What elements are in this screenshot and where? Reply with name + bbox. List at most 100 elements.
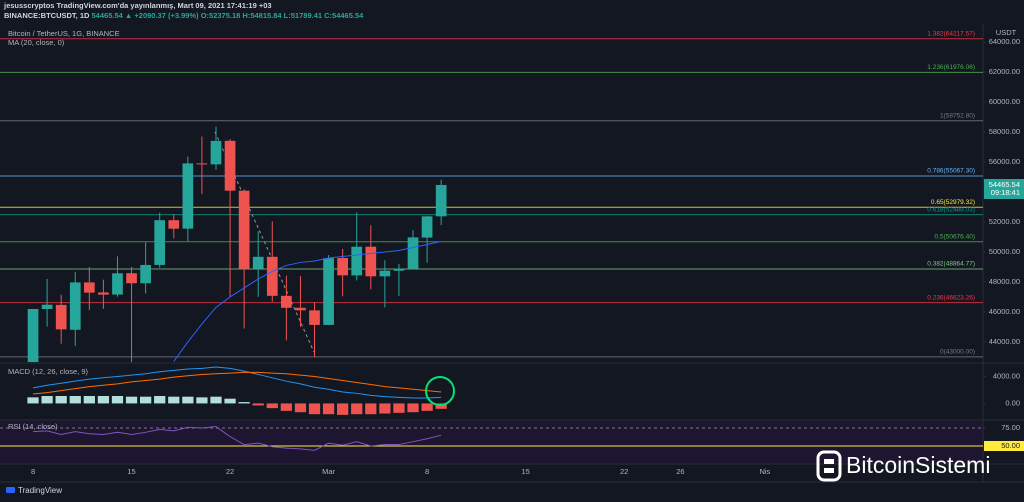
- macd-histogram: [224, 398, 236, 404]
- y-tick-label: 64000.00: [989, 37, 1020, 46]
- candle-body: [126, 273, 137, 284]
- x-tick-label: 26: [676, 467, 684, 476]
- fib-label: 0(43000.00): [940, 349, 975, 356]
- x-tick-label: 22: [226, 467, 234, 476]
- candle-body: [182, 163, 194, 229]
- candle-body: [140, 264, 151, 284]
- x-tick-label: 15: [127, 467, 135, 476]
- candle-body: [98, 292, 109, 295]
- candle-body: [83, 282, 95, 293]
- macd-histogram: [97, 396, 110, 404]
- macd-histogram: [351, 403, 363, 415]
- main-pane: [0, 38, 983, 362]
- macd-histogram: [322, 403, 335, 415]
- rsi-band: [0, 421, 983, 463]
- header-line: jesusscryptos TradingView.com'da yayınla…: [4, 1, 272, 10]
- macd-histogram: [365, 403, 377, 415]
- highlight-circle: [425, 376, 455, 406]
- rsi-level-box: [984, 440, 1024, 451]
- candle-body: [337, 258, 349, 276]
- candle-body: [252, 256, 264, 269]
- x-tick-label: 8: [425, 467, 429, 476]
- macd-histogram: [154, 396, 166, 404]
- macd-pane: [27, 366, 447, 415]
- fib-label: 0.65(52979.32): [931, 199, 975, 206]
- candle-body: [281, 295, 292, 308]
- x-tick-label: 22: [620, 467, 628, 476]
- macd-histogram: [421, 403, 433, 411]
- candle-body: [69, 282, 81, 330]
- macd-histogram: [41, 396, 53, 404]
- candle-body: [55, 304, 67, 330]
- y-tick-label: 44000.00: [989, 337, 1020, 346]
- macd-histogram: [168, 396, 180, 404]
- watermark: BitcoinSistemi: [846, 452, 990, 478]
- macd-histogram: [407, 403, 419, 413]
- candle-body: [112, 273, 123, 295]
- candle-body: [295, 307, 306, 311]
- overlay: 44000.00 46000.00 48000.00 50000.00 52000.00…: [31, 30, 1024, 476]
- macd-histogram: [111, 396, 124, 404]
- fib-label: 0.382(48864.77): [927, 261, 975, 268]
- y-tick-label: 58000.00: [989, 127, 1020, 136]
- candle-body: [365, 246, 377, 277]
- candle-body: [168, 220, 180, 229]
- macd-histogram: [294, 403, 307, 413]
- rsi-level-label: 50.00: [1001, 441, 1020, 450]
- macd-histogram: [125, 396, 138, 404]
- symbol: BINANCE:BTCUSDT, 1D: [4, 11, 90, 20]
- macd-histogram: [196, 397, 208, 404]
- candle-body: [323, 258, 334, 325]
- y-tick-label: 60000.00: [989, 97, 1020, 106]
- fib-label: 0.5(50676.40): [935, 234, 975, 241]
- y-tick-label: 46000.00: [989, 307, 1020, 316]
- y-tick-label: 52000.00: [989, 217, 1020, 226]
- candle-body: [224, 140, 236, 191]
- candle-body: [41, 304, 53, 310]
- candle-body: [379, 270, 391, 277]
- rsi-pane: [0, 426, 983, 451]
- macd-histogram: [252, 403, 264, 406]
- header: jesusscryptos TradingView.com'da yayınla…: [4, 1, 363, 21]
- candle-body: [238, 190, 250, 269]
- macd-histogram: [210, 396, 222, 404]
- ma-legend: MA (20, close, 0): [8, 38, 65, 47]
- y-tick-label: 75.00: [1001, 423, 1020, 432]
- last-price: 54465.54: [989, 180, 1020, 189]
- candle-body: [309, 310, 320, 325]
- ma-line: [173, 240, 442, 362]
- ohlc: O:52375.18 H:54815.84 L:51789.41 C:54465…: [200, 11, 364, 20]
- candle-body: [393, 268, 405, 271]
- rsi-legend: RSI (14, close): [8, 422, 58, 431]
- y-tick-label: 56000.00: [989, 157, 1020, 166]
- x-tick-label: Nis: [759, 467, 770, 476]
- rsi-line: [33, 426, 442, 451]
- candle-body: [27, 308, 39, 362]
- candle-body: [351, 246, 363, 276]
- candle-body: [407, 237, 419, 269]
- x-tick-label: Mar: [322, 467, 335, 476]
- tradingview-logo: TradingView: [6, 486, 62, 495]
- candle-body: [266, 256, 278, 296]
- macd-histogram: [435, 403, 447, 409]
- macd-histogram: [69, 396, 81, 404]
- brand: TradingView: [18, 486, 62, 495]
- macd-histogram: [55, 396, 67, 404]
- y-tick-label: 4000.00: [993, 371, 1020, 380]
- fib-label: 1.236(61976.06): [927, 64, 975, 71]
- macd-histogram: [182, 396, 194, 404]
- fib-label: 0.236(46623.26): [927, 294, 975, 301]
- macd-histogram: [139, 396, 152, 404]
- y-unit: USDT: [996, 28, 1017, 37]
- macd-histogram: [280, 403, 292, 411]
- candle-body: [435, 184, 447, 217]
- macd-histogram: [27, 397, 39, 404]
- x-tick-label: 8: [31, 467, 35, 476]
- header-line: BINANCE:BTCUSDT, 1D 54465.54 ▲ +2090.37 …: [4, 11, 363, 21]
- y-tick-label: 0.00: [1005, 398, 1020, 407]
- macd-line: [32, 371, 442, 395]
- fib-label: 0.618(52488.03): [927, 206, 975, 213]
- last-price-box: [984, 178, 1024, 199]
